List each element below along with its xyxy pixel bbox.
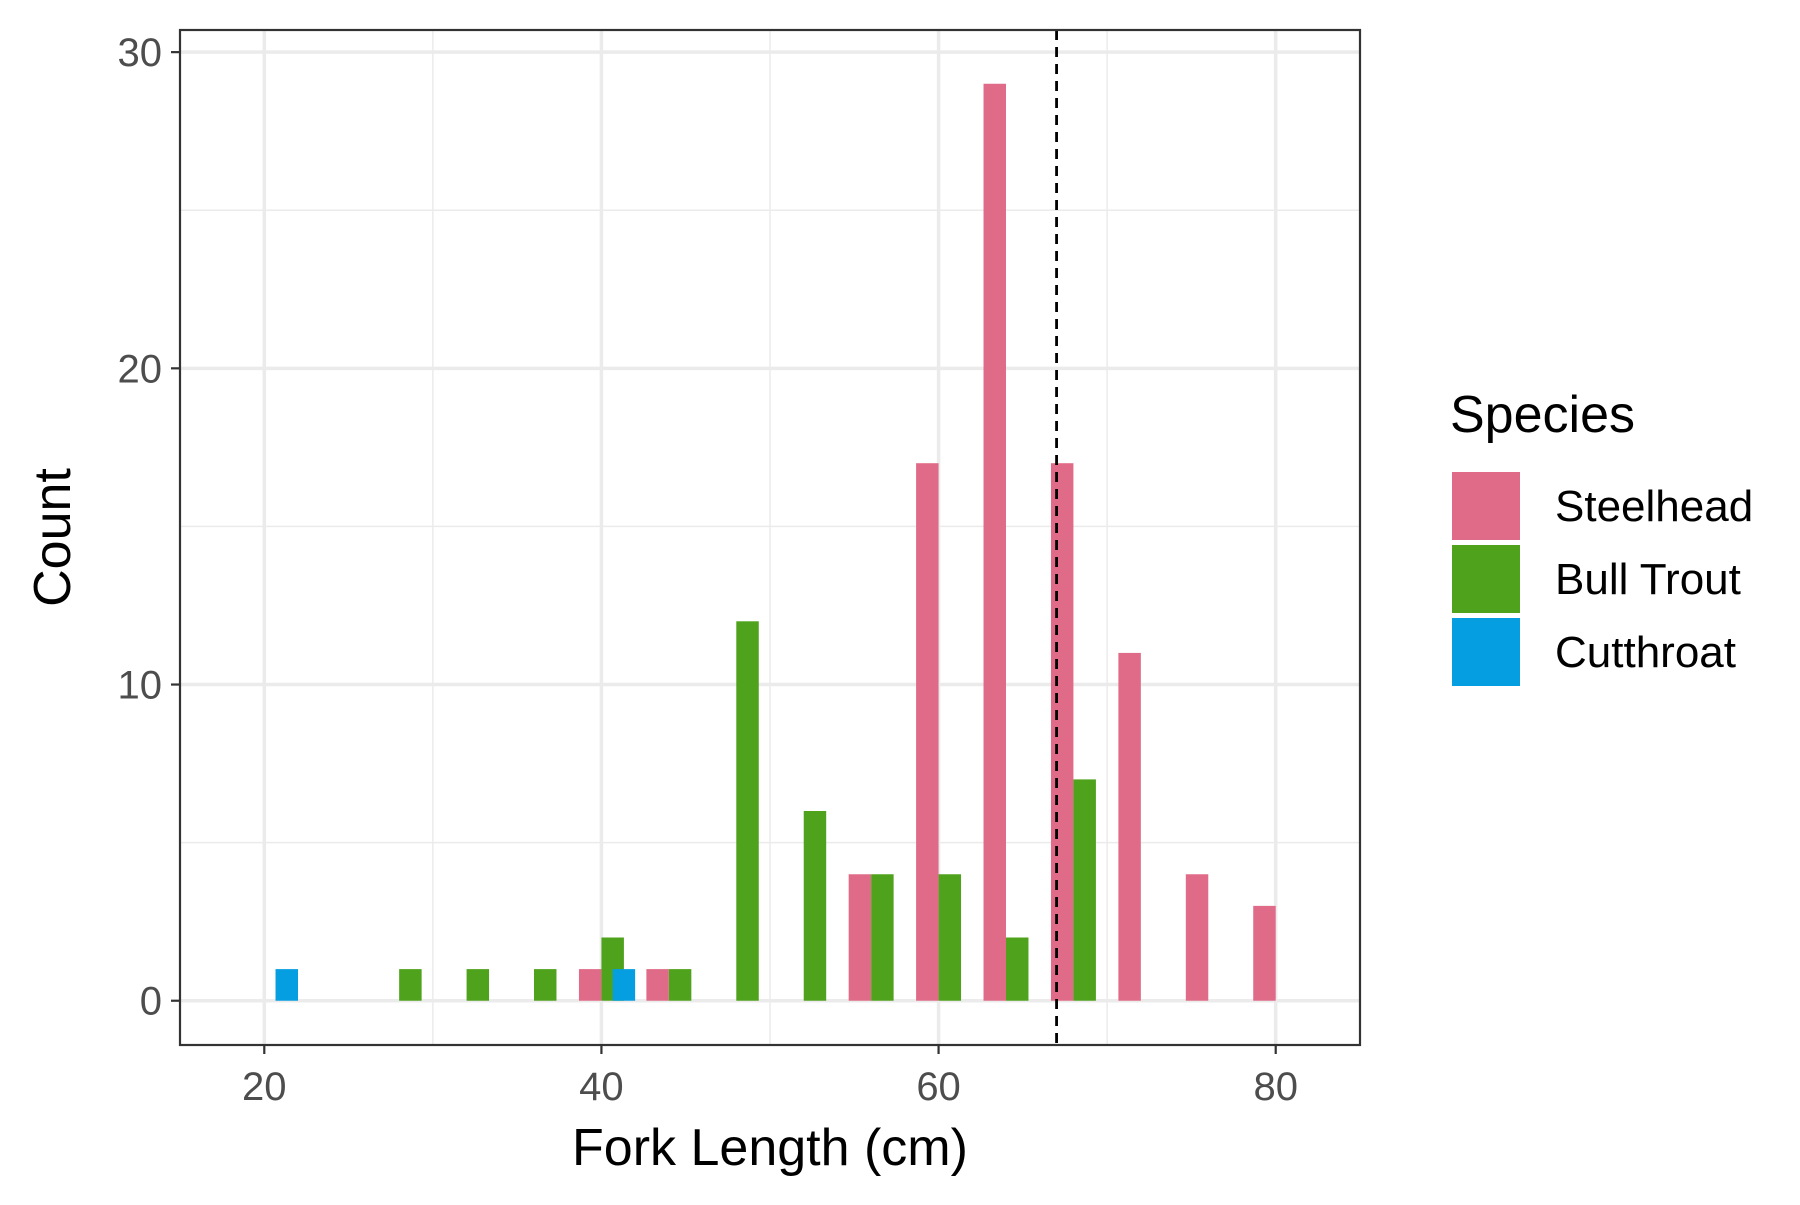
bar xyxy=(916,463,939,1001)
y-tick-label: 20 xyxy=(118,347,163,391)
legend-label: Bull Trout xyxy=(1555,555,1741,604)
legend-label: Steelhead xyxy=(1555,482,1753,531)
series-bull-trout xyxy=(399,621,1096,1001)
y-tick-label: 30 xyxy=(118,31,163,75)
bar xyxy=(275,969,298,1001)
legend-key-steelhead xyxy=(1452,472,1520,540)
legend-key-cutthroat xyxy=(1452,618,1520,686)
bar xyxy=(983,83,1006,1001)
bar xyxy=(1253,905,1276,1001)
x-tick-label: 80 xyxy=(1253,1065,1298,1109)
legend-key-bull-trout xyxy=(1452,545,1520,613)
legend-label: Cutthroat xyxy=(1555,628,1736,677)
bar xyxy=(466,969,490,1001)
bar xyxy=(1006,937,1029,1001)
legend-title: Species xyxy=(1450,386,1635,444)
bar xyxy=(646,969,669,1001)
bar xyxy=(803,811,827,1001)
bar xyxy=(578,969,602,1001)
bar xyxy=(848,874,872,1001)
gridlines xyxy=(180,30,1360,1045)
bar xyxy=(1050,463,1074,1001)
x-tick-label: 60 xyxy=(916,1065,961,1109)
bar xyxy=(534,969,557,1001)
y-tick-label: 0 xyxy=(140,980,162,1024)
bar xyxy=(1073,779,1096,1001)
plot-panel-border xyxy=(178,28,1362,1047)
bar xyxy=(399,969,422,1001)
y-axis-title: Count xyxy=(24,468,82,607)
bar xyxy=(668,969,692,1001)
bar xyxy=(938,874,962,1001)
bar xyxy=(871,874,894,1001)
x-tick-label: 20 xyxy=(242,1065,287,1109)
bar xyxy=(1118,652,1141,1001)
bar xyxy=(612,969,636,1001)
x-tick-label: 40 xyxy=(579,1065,624,1109)
x-axis-title: Fork Length (cm) xyxy=(572,1119,968,1177)
legend: Species Steelhead Bull Trout Cutthroat xyxy=(1450,386,1753,686)
bar xyxy=(1185,874,1209,1001)
series-cutthroat xyxy=(275,969,636,1001)
axes: 20 40 60 80 0 10 20 30 xyxy=(118,31,1298,1109)
y-tick-label: 10 xyxy=(118,664,163,708)
bar xyxy=(736,621,759,1001)
